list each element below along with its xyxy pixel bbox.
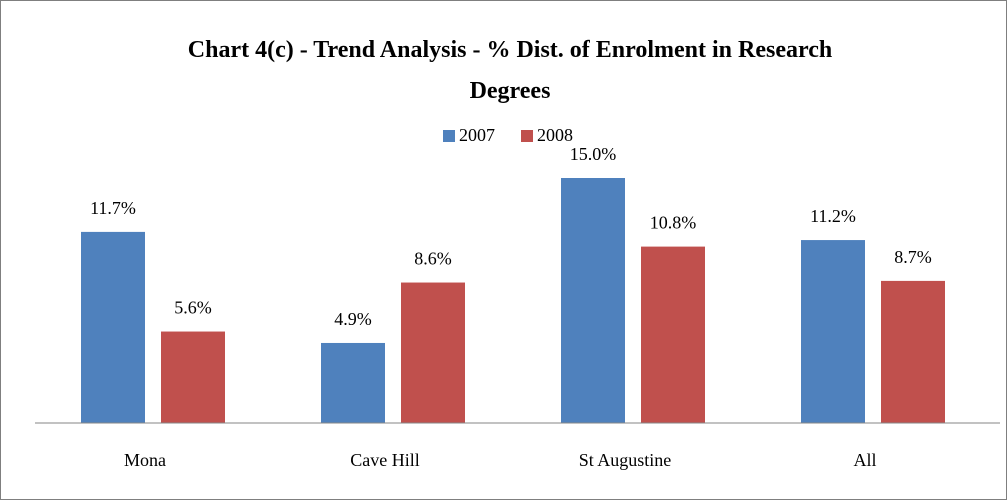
data-label: 10.8%: [650, 213, 697, 233]
x-tick-label: Cave Hill: [350, 450, 420, 470]
bar: [561, 178, 625, 423]
legend-swatch: [521, 130, 533, 142]
data-label: 8.6%: [414, 249, 452, 269]
chart-title: Chart 4(c) - Trend Analysis - % Dist. of…: [187, 37, 833, 104]
bar: [321, 342, 385, 423]
bar: [641, 246, 705, 423]
x-tick-label: Mona: [124, 450, 166, 470]
data-label: 8.7%: [894, 247, 932, 267]
legend-label: 2008: [537, 125, 573, 145]
x-tick-label: All: [853, 450, 876, 470]
data-label: 4.9%: [334, 309, 372, 329]
bar: [401, 282, 465, 423]
legend-swatch: [443, 130, 455, 142]
bar: [81, 231, 145, 423]
data-label: 5.6%: [174, 298, 212, 318]
data-label: 11.2%: [810, 206, 856, 226]
data-label: 11.7%: [90, 198, 136, 218]
bar: [881, 280, 945, 423]
data-label: 15.0%: [570, 144, 617, 164]
legend-label: 2007: [459, 125, 495, 145]
bar: [801, 240, 865, 423]
bar: [161, 331, 225, 423]
x-tick-label: St Augustine: [579, 450, 672, 470]
